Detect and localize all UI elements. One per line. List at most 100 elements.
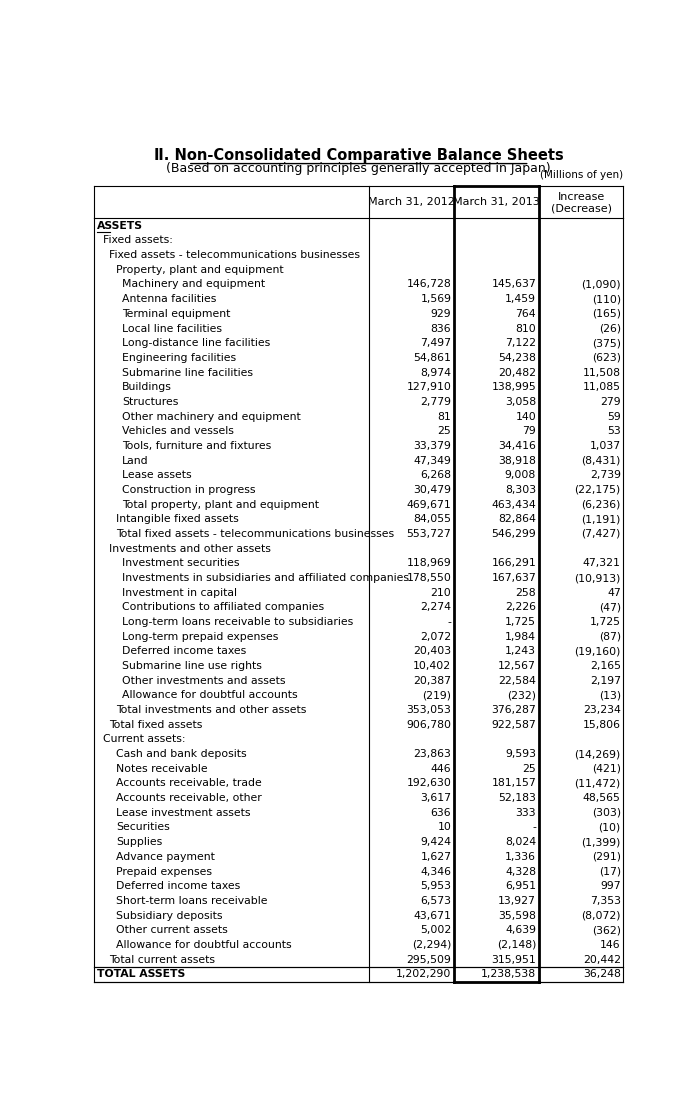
Text: Other current assets: Other current assets [116,925,228,935]
Text: 54,861: 54,861 [414,353,452,363]
Text: Investment in capital: Investment in capital [122,587,237,597]
Text: 20,387: 20,387 [413,676,452,686]
Text: 2,165: 2,165 [590,661,621,671]
Text: Lease assets: Lease assets [122,470,192,480]
Text: Long-distance line facilities: Long-distance line facilities [122,339,270,349]
Text: Total current assets: Total current assets [109,955,216,964]
Text: 1,627: 1,627 [420,852,452,861]
Text: 7,497: 7,497 [420,339,452,349]
Text: 81: 81 [438,412,452,422]
Text: Long-term prepaid expenses: Long-term prepaid expenses [122,631,279,641]
Text: Allowance for doubtful accounts: Allowance for doubtful accounts [122,690,298,700]
Text: 166,291: 166,291 [491,558,536,569]
Text: (17): (17) [598,867,621,877]
Text: 25: 25 [438,426,452,436]
Text: 997: 997 [600,881,621,891]
Text: Investments and other assets: Investments and other assets [109,544,272,553]
Text: 764: 764 [515,309,536,319]
Text: 4,639: 4,639 [505,925,536,935]
Text: (219): (219) [422,690,452,700]
Text: 315,951: 315,951 [491,955,536,964]
Text: Other investments and assets: Other investments and assets [122,676,286,686]
Text: 138,995: 138,995 [491,383,536,392]
Text: (19,160): (19,160) [575,647,621,657]
Text: (375): (375) [592,339,621,349]
Text: 836: 836 [430,323,452,333]
Text: 9,008: 9,008 [505,470,536,480]
Text: 7,122: 7,122 [505,339,536,349]
Text: 1,725: 1,725 [505,617,536,627]
Text: 47: 47 [607,587,621,597]
Text: (Millions of yen): (Millions of yen) [540,171,624,181]
Text: (232): (232) [507,690,536,700]
Text: Prepaid expenses: Prepaid expenses [116,867,212,877]
Text: 181,157: 181,157 [491,778,536,788]
Text: 79: 79 [522,426,536,436]
Text: 33,379: 33,379 [414,441,452,450]
Text: 8,303: 8,303 [505,484,536,495]
Text: 376,287: 376,287 [491,705,536,715]
Text: Total property, plant and equipment: Total property, plant and equipment [122,500,319,510]
Text: 906,780: 906,780 [406,720,452,730]
Text: Total fixed assets: Total fixed assets [109,720,203,730]
Text: (1,399): (1,399) [582,837,621,847]
Text: Allowance for doubtful accounts: Allowance for doubtful accounts [116,940,291,950]
Text: 53: 53 [607,426,621,436]
Text: Fixed assets:: Fixed assets: [103,236,173,246]
Text: 48,565: 48,565 [583,794,621,803]
Text: 9,593: 9,593 [505,749,536,760]
Text: Engineering facilities: Engineering facilities [122,353,237,363]
Text: Tools, furniture and fixtures: Tools, furniture and fixtures [122,441,272,450]
Text: 1,984: 1,984 [505,631,536,641]
Text: Cash and bank deposits: Cash and bank deposits [116,749,246,760]
Text: ASSETS: ASSETS [97,220,143,231]
Text: 82,864: 82,864 [498,514,536,524]
Text: 167,637: 167,637 [491,573,536,583]
Text: 1,202,290: 1,202,290 [396,969,452,979]
Text: -: - [532,822,536,833]
Text: 34,416: 34,416 [498,441,536,450]
Text: Machinery and equipment: Machinery and equipment [122,279,265,289]
Text: 3,058: 3,058 [505,397,536,407]
Text: Subsidiary deposits: Subsidiary deposits [116,911,223,921]
Text: (87): (87) [598,631,621,641]
Text: 6,268: 6,268 [420,470,452,480]
Text: Construction in progress: Construction in progress [122,484,256,495]
Text: 469,671: 469,671 [407,500,452,510]
Text: 2,274: 2,274 [420,603,452,613]
Text: 146,728: 146,728 [407,279,452,289]
Text: Property, plant and equipment: Property, plant and equipment [116,265,284,275]
Text: (623): (623) [592,353,621,363]
Text: 23,863: 23,863 [414,749,452,760]
Text: (8,431): (8,431) [582,456,621,466]
Text: 47,349: 47,349 [414,456,452,466]
Text: (14,269): (14,269) [575,749,621,760]
Text: (2,294): (2,294) [412,940,452,950]
Text: 6,951: 6,951 [505,881,536,891]
Text: 2,779: 2,779 [420,397,452,407]
Text: (291): (291) [592,852,621,861]
Text: (362): (362) [592,925,621,935]
Text: 25: 25 [522,764,536,774]
Text: (Based on accounting principles generally accepted in Japan): (Based on accounting principles generall… [167,162,551,175]
Text: 258: 258 [515,587,536,597]
Text: Total fixed assets - telecommunications businesses: Total fixed assets - telecommunications … [116,529,394,539]
Text: Other machinery and equipment: Other machinery and equipment [122,412,301,422]
Text: 2,197: 2,197 [590,676,621,686]
Text: 52,183: 52,183 [498,794,536,803]
Text: 1,336: 1,336 [505,852,536,861]
Text: (8,072): (8,072) [581,911,621,921]
Text: March 31, 2012: March 31, 2012 [368,197,455,207]
Text: Vehicles and vessels: Vehicles and vessels [122,426,234,436]
Text: March 31, 2013: March 31, 2013 [453,197,540,207]
Text: (421): (421) [592,764,621,774]
Text: Terminal equipment: Terminal equipment [122,309,230,319]
Text: 546,299: 546,299 [491,529,536,539]
Text: (165): (165) [592,309,621,319]
Text: (47): (47) [598,603,621,613]
Text: Increase
(Decrease): Increase (Decrease) [551,192,612,214]
Text: 178,550: 178,550 [407,573,452,583]
Text: 2,072: 2,072 [420,631,452,641]
Text: Supplies: Supplies [116,837,162,847]
Text: TOTAL ASSETS: TOTAL ASSETS [97,969,185,979]
